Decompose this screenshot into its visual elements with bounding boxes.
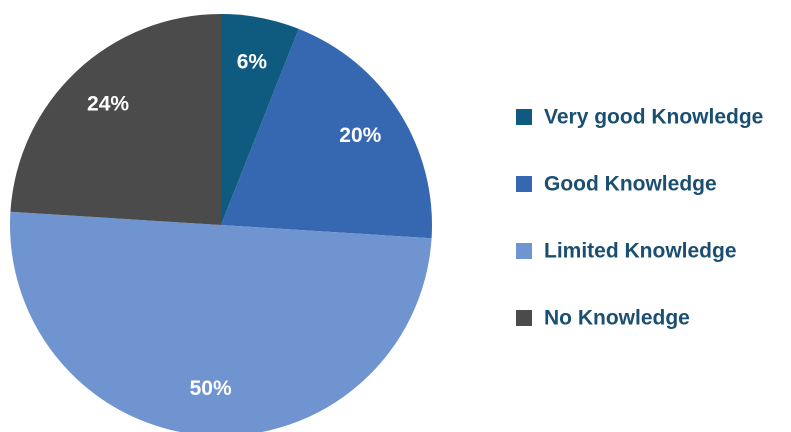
legend-swatch: [516, 176, 532, 192]
legend-label: Very good Knowledge: [544, 106, 763, 129]
slice-label: 20%: [339, 124, 381, 147]
legend-label: Good Knowledge: [544, 173, 717, 196]
slice-label: 24%: [87, 92, 129, 115]
legend-swatch: [516, 310, 532, 326]
legend-label: No Knowledge: [544, 307, 690, 330]
legend-swatch: [516, 243, 532, 259]
slice-label: 6%: [237, 50, 268, 73]
pie-slice: [10, 14, 221, 225]
legend-swatch: [516, 109, 532, 125]
pie-slice: [221, 14, 299, 225]
legend-label: Limited Knowledge: [544, 240, 737, 263]
pie-slice: [10, 211, 432, 432]
slice-label: 50%: [190, 377, 232, 400]
pie-slice: [221, 28, 433, 239]
